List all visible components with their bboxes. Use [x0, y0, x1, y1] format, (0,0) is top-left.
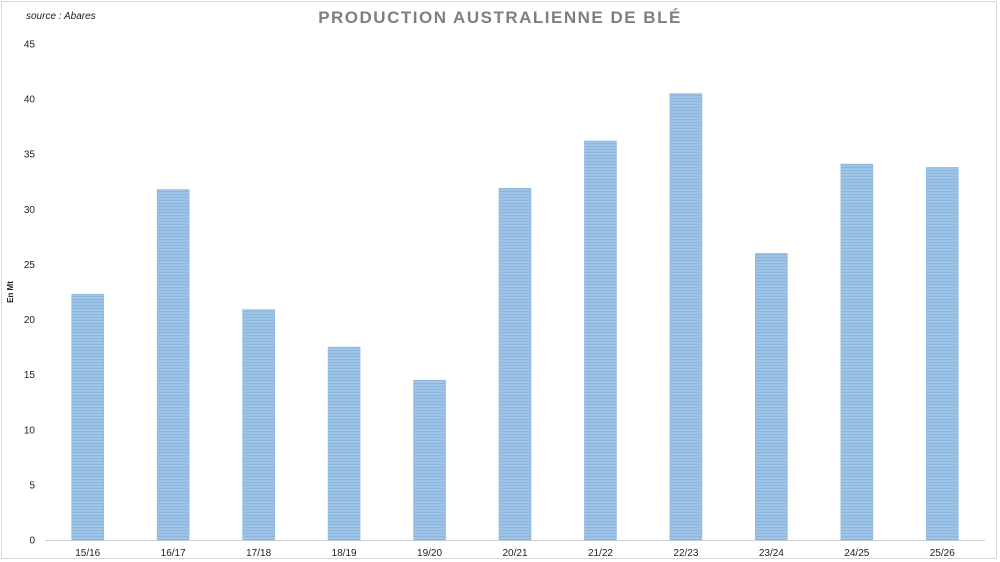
- x-tick-label: 21/22: [588, 548, 613, 559]
- x-tick-label: 19/20: [417, 548, 442, 559]
- chart-title: PRODUCTION AUSTRALIENNE DE BLÉ: [318, 8, 682, 27]
- bars: [71, 93, 959, 541]
- x-tick-label: 22/23: [673, 548, 698, 559]
- x-tick-label: 20/21: [502, 548, 527, 559]
- bar-15-16: [71, 293, 105, 541]
- y-axis: 0 5 10 15 20 25 30 35 40 45: [24, 40, 36, 547]
- bar-18-19: [327, 346, 361, 541]
- y-tick-label: 0: [29, 536, 35, 547]
- bar-23-24: [755, 253, 788, 541]
- y-tick-label: 20: [24, 315, 36, 326]
- bar-21-22: [584, 140, 617, 541]
- bar-16-17: [156, 189, 190, 541]
- y-tick-label: 25: [24, 260, 36, 271]
- y-tick-label: 35: [24, 150, 36, 161]
- y-tick-label: 10: [24, 425, 36, 436]
- y-tick-label: 15: [24, 370, 36, 381]
- bar-17-18: [242, 309, 275, 541]
- x-tick-label: 25/26: [930, 548, 955, 559]
- y-axis-label: En Mt: [6, 281, 15, 303]
- x-tick-label: 17/18: [246, 548, 271, 559]
- y-tick-label: 45: [24, 40, 36, 51]
- x-tick-label: 18/19: [332, 548, 357, 559]
- source-note: source : Abares: [26, 11, 96, 22]
- y-tick-label: 40: [24, 95, 36, 106]
- bar-24-25: [840, 163, 874, 541]
- y-tick-label: 30: [24, 205, 36, 216]
- bar-22-23: [669, 93, 703, 541]
- bar-19-20: [413, 379, 446, 541]
- x-tick-label: 23/24: [759, 548, 784, 559]
- x-tick-label: 24/25: [844, 548, 869, 559]
- y-tick-label: 5: [29, 480, 35, 491]
- x-tick-label: 15/16: [75, 548, 100, 559]
- bar-20-21: [498, 188, 532, 541]
- x-tick-label: 16/17: [161, 548, 186, 559]
- bar-25-26: [925, 167, 959, 541]
- x-axis: 15/16 16/17 17/18 18/19 19/20 20/21 21/22 22/23…: [75, 548, 955, 559]
